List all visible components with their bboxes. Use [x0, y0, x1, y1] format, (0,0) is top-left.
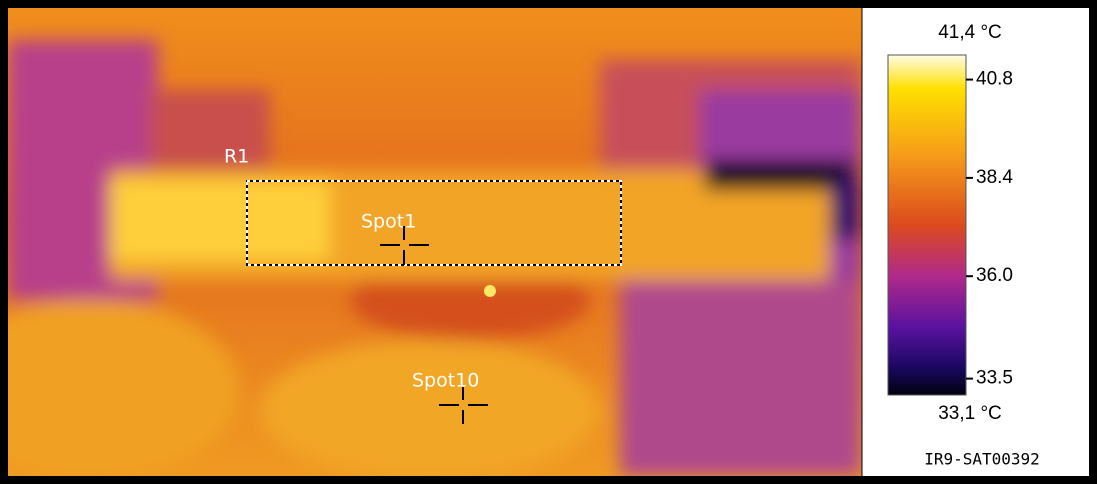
scale-min: 33,1 °C: [938, 403, 1002, 424]
scale-tick-label: 38.4: [976, 167, 1013, 188]
color-bar: [888, 55, 966, 395]
region-label: R1: [224, 146, 249, 168]
file-name: IR9-SAT00392: [924, 450, 1040, 469]
scale-tick-label: 40.8: [976, 69, 1013, 90]
spot-label: Spot10: [412, 370, 479, 392]
thermal-viewer: R1 Spot1 Spot10 41,4 °C 33,1 °C IR9-SAT0…: [0, 0, 1097, 484]
thermal-image: [0, 8, 862, 480]
viewer-svg: R1 Spot1 Spot10 41,4 °C 33,1 °C IR9-SAT0…: [0, 0, 1097, 484]
spot-label: Spot1: [361, 211, 416, 233]
scale-tick-label: 36.0: [976, 265, 1013, 286]
scale-max: 41,4 °C: [938, 22, 1002, 43]
scale-tick-label: 33.5: [976, 368, 1013, 389]
